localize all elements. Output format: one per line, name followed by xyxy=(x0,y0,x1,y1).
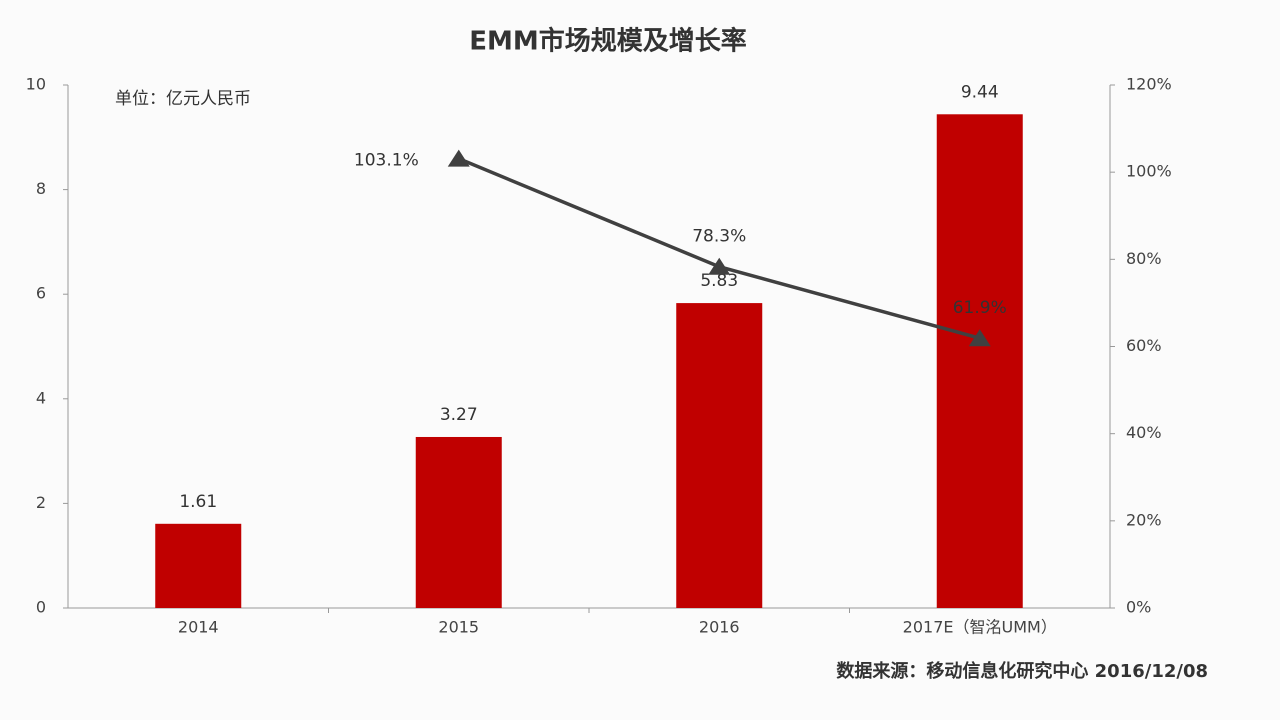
y-tick-label: 6 xyxy=(36,284,46,303)
x-tick-label: 2015 xyxy=(438,618,479,637)
bar-value-label: 9.44 xyxy=(961,82,999,102)
y2-tick-label: 60% xyxy=(1126,336,1162,355)
bar-value-label: 3.27 xyxy=(440,405,478,425)
y-tick-label: 10 xyxy=(26,75,46,94)
unit-note: 单位：亿元人民币 xyxy=(115,89,251,109)
line-value-label: 103.1% xyxy=(354,151,419,171)
x-tick-label: 2017E（智洺UMM） xyxy=(903,618,1057,637)
bar xyxy=(155,523,242,608)
y-tick-label: 2 xyxy=(36,493,46,512)
bar-value-label: 5.83 xyxy=(700,271,738,291)
y2-tick-label: 80% xyxy=(1126,249,1162,268)
y2-tick-label: 120% xyxy=(1126,75,1172,94)
chart-title: EMM市场规模及增长率 xyxy=(469,26,747,57)
y2-tick-label: 40% xyxy=(1126,423,1162,442)
y2-tick-label: 20% xyxy=(1126,510,1162,529)
line-marker xyxy=(968,329,991,347)
source-note: 数据来源：移动信息化研究中心 2016/12/08 xyxy=(836,660,1208,682)
x-tick-label: 2014 xyxy=(178,618,219,637)
y-tick-label: 8 xyxy=(36,179,46,198)
y2-tick-label: 100% xyxy=(1126,162,1172,181)
line-value-label: 61.9% xyxy=(953,298,1007,318)
y2-tick-label: 0% xyxy=(1126,598,1151,617)
bar xyxy=(936,114,1023,609)
x-tick-label: 2016 xyxy=(699,618,740,637)
bar xyxy=(415,436,502,608)
line-marker xyxy=(708,257,731,275)
bar xyxy=(676,303,763,608)
bar-value-label: 1.61 xyxy=(179,492,217,512)
line-value-label: 78.3% xyxy=(692,227,746,247)
y-tick-label: 4 xyxy=(36,388,46,407)
line-marker xyxy=(447,149,470,167)
y-tick-label: 0 xyxy=(36,598,46,617)
